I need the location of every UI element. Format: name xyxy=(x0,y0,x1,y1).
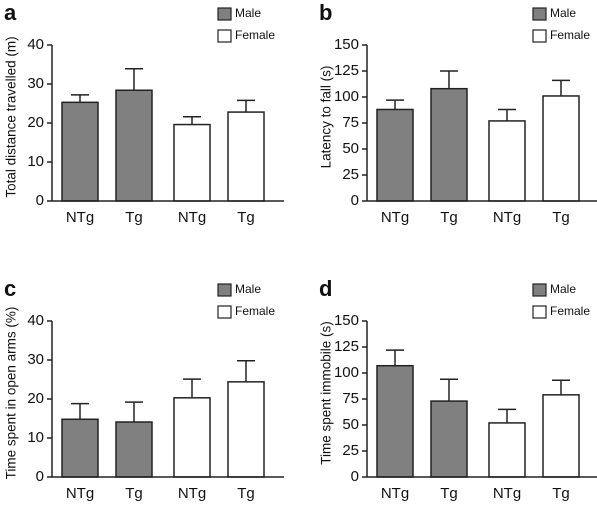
bar xyxy=(542,394,580,478)
y-axis-label: Total distance travelled (m) xyxy=(4,36,19,197)
legend-swatch xyxy=(532,283,547,297)
y-tick-label: 30 xyxy=(27,75,44,92)
bar xyxy=(173,397,211,478)
legend-label: Female xyxy=(235,28,275,42)
x-tick-label: NTg xyxy=(381,209,409,226)
y-tick-label: 20 xyxy=(27,390,44,407)
x-tick-label: NTg xyxy=(66,209,94,226)
panel-label: c xyxy=(4,276,16,301)
y-tick-label: 125 xyxy=(334,62,359,79)
y-tick-label: 40 xyxy=(27,36,44,53)
y-tick-label: 75 xyxy=(342,114,359,131)
bar xyxy=(430,87,468,202)
legend-swatch xyxy=(217,7,232,21)
x-tick-label: Tg xyxy=(552,485,570,502)
x-tick-label: Tg xyxy=(237,485,255,502)
x-tick-label: Tg xyxy=(440,209,458,226)
x-tick-label: NTg xyxy=(178,209,206,226)
y-tick-label: 10 xyxy=(27,153,44,170)
y-tick-label: 0 xyxy=(351,192,359,209)
legend-swatch xyxy=(217,283,232,297)
y-tick-label: 100 xyxy=(334,364,359,381)
legend-swatch xyxy=(532,29,547,43)
y-tick-label: 50 xyxy=(342,416,359,433)
bar xyxy=(376,364,414,478)
x-tick-label: Tg xyxy=(440,485,458,502)
x-tick-label: NTg xyxy=(66,485,94,502)
y-tick-label: 0 xyxy=(36,192,44,209)
panel: a Total distance travelled (m) Male Female 0… xyxy=(4,0,284,226)
legend-label: Male xyxy=(550,6,576,20)
legend-swatch xyxy=(217,305,232,319)
bar xyxy=(61,418,99,478)
bar xyxy=(376,108,414,202)
bar xyxy=(115,421,153,478)
legend-swatch xyxy=(532,305,547,319)
legend-label: Female xyxy=(550,304,590,318)
legend-label: Female xyxy=(235,304,275,318)
y-tick-label: 20 xyxy=(27,114,44,131)
legend-swatch xyxy=(532,7,547,21)
bar xyxy=(115,89,153,202)
y-tick-label: 30 xyxy=(27,351,44,368)
x-tick-label: Tg xyxy=(125,209,143,226)
y-tick-label: 100 xyxy=(334,88,359,105)
bar xyxy=(173,123,211,202)
y-tick-label: 75 xyxy=(342,390,359,407)
bar xyxy=(542,95,580,202)
x-tick-label: NTg xyxy=(381,485,409,502)
panel: d Time spent immobile (s) Male Female 0 25 50 7… xyxy=(319,276,597,502)
y-tick-label: 50 xyxy=(342,140,359,157)
bar xyxy=(227,381,265,478)
y-axis-label: Time spent immobile (s) xyxy=(319,321,334,465)
y-tick-label: 25 xyxy=(342,442,359,459)
bar xyxy=(61,101,99,202)
bar xyxy=(227,111,265,202)
y-axis-label: Time spent in open arms (%) xyxy=(4,307,19,480)
panel-label: b xyxy=(319,0,332,25)
y-axis-label: Latency to fall (s) xyxy=(319,66,334,169)
x-tick-label: Tg xyxy=(237,209,255,226)
y-tick-label: 0 xyxy=(36,468,44,485)
legend-label: Male xyxy=(235,6,261,20)
bar xyxy=(488,120,526,202)
x-tick-label: Tg xyxy=(125,485,143,502)
bar xyxy=(430,400,468,478)
panel-label: a xyxy=(4,0,17,25)
x-tick-label: NTg xyxy=(493,485,521,502)
legend-label: Male xyxy=(550,282,576,296)
y-tick-label: 125 xyxy=(334,338,359,355)
x-tick-label: NTg xyxy=(178,485,206,502)
legend-label: Female xyxy=(550,28,590,42)
y-tick-label: 150 xyxy=(334,312,359,329)
panel: b Latency to fall (s) Male Female 0 25 50 75 100… xyxy=(319,0,597,226)
bar xyxy=(488,422,526,478)
y-tick-label: 150 xyxy=(334,36,359,53)
panel: c Time spent in open arms (%) Male Female 0 1… xyxy=(4,276,284,502)
x-tick-label: Tg xyxy=(552,209,570,226)
legend-swatch xyxy=(217,29,232,43)
y-tick-label: 10 xyxy=(27,429,44,446)
panel-label: d xyxy=(319,276,332,301)
y-tick-label: 40 xyxy=(27,312,44,329)
y-tick-label: 25 xyxy=(342,166,359,183)
y-tick-label: 0 xyxy=(351,468,359,485)
x-tick-label: NTg xyxy=(493,209,521,226)
legend-label: Male xyxy=(235,282,261,296)
